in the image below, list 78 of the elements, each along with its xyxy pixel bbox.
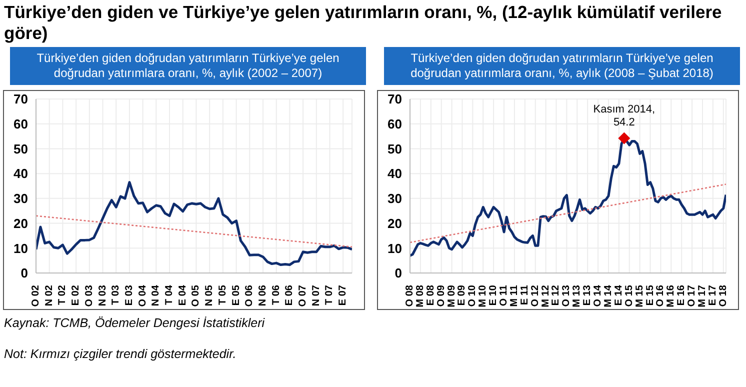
chart-title: Türkiye’den giden ve Türkiye’ye gelen yatırımların oranı, %, (12-aylık kümülatif verilere göre) [4, 2, 723, 44]
x-tick-label: E 08 [425, 284, 436, 306]
y-tick-label: 70 [14, 92, 28, 107]
text: Not: Kırmızı çizgiler trendi göstermektedir. [4, 347, 236, 361]
x-tick-label: E 11 [519, 284, 530, 306]
x-tick-label: T 02 [57, 284, 68, 306]
x-tick-label: N 03 [97, 284, 108, 306]
y-tick-label: 30 [14, 191, 28, 206]
y-tick-label: 70 [388, 92, 402, 107]
x-tick-label: O 15 [624, 284, 635, 307]
x-tick-label: N 05 [204, 284, 216, 306]
x-tick-label: M 15 [634, 284, 646, 308]
y-tick-label: 50 [14, 141, 28, 156]
x-tick-label: E 04 [177, 284, 188, 306]
x-tick-label: O 13 [561, 284, 572, 307]
x-tick-label: N 04 [150, 284, 162, 306]
x-tick-label: O 16 [655, 284, 666, 307]
x-tick-label: M 09 [446, 284, 458, 308]
x-tick-label: T 07 [324, 284, 336, 306]
x-tick-label: O 02 [30, 284, 42, 307]
x-tick-label: O 14 [592, 284, 604, 307]
x-tick-label: E 02 [70, 284, 82, 306]
chart-title: Türkiye’den giden doğrudan yatırımların Türkiye’ye gelen doğrudan yatırımlara oranı, %, aylık (2008 – Şubat 2018) [384, 47, 740, 85]
y-tick-label: 0 [20, 266, 28, 281]
x-tick-label: O 07 [298, 284, 309, 307]
x-tick-label: O 17 [686, 284, 698, 307]
x-tick-label: M 11 [508, 284, 520, 307]
x-tick-label: M 13 [572, 284, 583, 308]
x-tick-label: O 18 [718, 284, 729, 307]
y-tick-label: 10 [388, 240, 402, 256]
x-tick-label: E 03 [124, 284, 135, 306]
x-tick-label: O 08 [404, 284, 416, 307]
y-tick-label: 30 [388, 191, 402, 206]
y-tick-label: 40 [14, 166, 28, 182]
x-tick-label: N 06 [257, 284, 268, 306]
y-tick-label: 10 [14, 240, 28, 256]
chart-subtitle: Türkiye’den giden doğrudan yatırımların Türkiye’ye gelen doğrudan yatırımlara oranı, %, aylık (2002 – 2007) [10, 47, 366, 85]
y-tick-label: 60 [14, 116, 28, 132]
x-tick-label: E 09 [456, 284, 468, 306]
x-tick-label: E 16 [676, 284, 688, 306]
x-tick-label: T 05 [217, 284, 228, 306]
y-tick-label: 0 [394, 266, 402, 281]
x-tick-label: O 05 [190, 284, 202, 307]
x-tick-label: O 12 [530, 284, 541, 307]
x-tick-label: M 10 [478, 284, 489, 308]
x-tick-label: O 11 [498, 284, 510, 306]
x-tick-label: E 10 [488, 284, 500, 306]
x-tick-label: E 06 [284, 284, 296, 306]
x-tick-label: M 12 [540, 284, 552, 308]
y-tick-label: 40 [388, 166, 402, 182]
x-tick-label: E 15 [644, 284, 656, 306]
x-tick-label: T 04 [164, 284, 176, 306]
x-tick-label: T 03 [110, 284, 122, 306]
text: Kaynak: TCMB, Ödemeler Dengesi İstatistikleri [4, 316, 265, 330]
annotation: Kasım 2014, 54.2 [593, 103, 656, 128]
x-tick-label: O 06 [244, 284, 256, 307]
x-tick-label: E 17 [707, 284, 718, 306]
x-tick-label: T 06 [270, 284, 282, 306]
x-tick-label: E 12 [550, 284, 562, 306]
x-tick-label: O 04 [137, 284, 148, 307]
y-tick-label: 20 [388, 216, 402, 231]
x-tick-label: M 14 [602, 284, 614, 308]
x-tick-label: M 17 [696, 284, 708, 308]
y-tick-label: 50 [388, 141, 402, 156]
x-tick-label: O 09 [436, 284, 447, 307]
x-tick-label: E 14 [613, 284, 624, 306]
line-series [36, 181, 352, 266]
y-tick-label: 20 [14, 216, 28, 231]
x-tick-label: N 02 [44, 284, 55, 306]
x-tick-label: E 05 [230, 284, 242, 306]
x-tick-label: E 13 [582, 284, 594, 306]
x-tick-label: M 08 [414, 284, 426, 308]
x-tick-label: M 16 [666, 284, 677, 308]
x-tick-label: O 03 [84, 284, 95, 307]
x-tick-label: O 10 [467, 284, 478, 307]
x-tick-label: E 07 [338, 284, 349, 306]
y-tick-label: 60 [388, 116, 402, 132]
x-tick-label: N 07 [310, 284, 322, 306]
